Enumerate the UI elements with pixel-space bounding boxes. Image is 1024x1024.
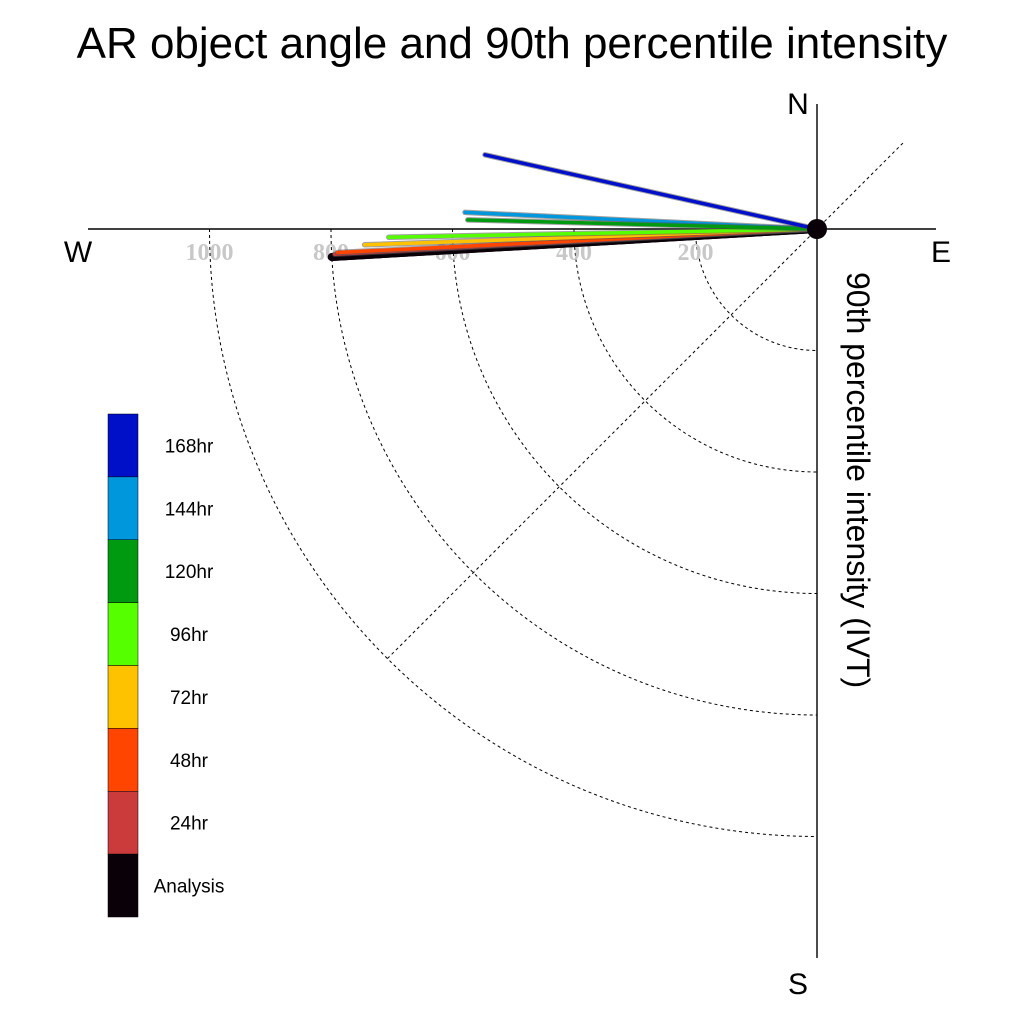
legend-swatch-72hr bbox=[107, 665, 139, 729]
legend-swatch-144hr bbox=[107, 476, 139, 540]
legend: 168hr 144hr 120hr 96hr 72hr 48hr 24hr Analysis bbox=[107, 413, 225, 918]
vector-168hr bbox=[483, 153, 819, 231]
range-ring-1000 bbox=[209, 228, 818, 837]
range-ring-200 bbox=[695, 228, 818, 351]
range-ring-400 bbox=[573, 228, 818, 473]
tick-label-1000: 1000 bbox=[186, 240, 234, 266]
tick-label-200: 200 bbox=[678, 240, 714, 266]
compass-north: N bbox=[787, 88, 809, 121]
compass-west: W bbox=[64, 236, 93, 269]
origin-marker bbox=[807, 219, 827, 239]
vector-120hr bbox=[466, 218, 819, 231]
legend-label-168hr: 168hr bbox=[165, 436, 214, 457]
legend-label-24hr: 24hr bbox=[170, 814, 209, 835]
legend-swatch-24hr bbox=[107, 791, 139, 855]
legend-label-analysis: Analysis bbox=[154, 877, 225, 898]
legend-label-144hr: 144hr bbox=[165, 499, 214, 520]
legend-swatch-120hr bbox=[107, 539, 139, 603]
legend-swatch-analysis bbox=[107, 853, 139, 918]
chart-title: AR object angle and 90th percentile inte… bbox=[77, 19, 948, 68]
range-ring-800 bbox=[330, 228, 818, 716]
compass-south: S bbox=[788, 968, 808, 1001]
legend-label-120hr: 120hr bbox=[165, 562, 214, 583]
legend-swatch-48hr bbox=[107, 728, 139, 792]
legend-swatch-96hr bbox=[107, 602, 139, 666]
legend-label-48hr: 48hr bbox=[170, 751, 209, 772]
series-vectors bbox=[327, 152, 821, 261]
legend-label-72hr: 72hr bbox=[170, 688, 209, 709]
vector-96hr bbox=[387, 227, 819, 239]
compass-east: E bbox=[931, 236, 951, 269]
y-axis-label: 90th percentile intensity (IVT) bbox=[840, 272, 876, 688]
legend-swatch-168hr bbox=[107, 413, 139, 478]
range-ring-600 bbox=[452, 228, 818, 594]
legend-label-96hr: 96hr bbox=[170, 625, 209, 646]
